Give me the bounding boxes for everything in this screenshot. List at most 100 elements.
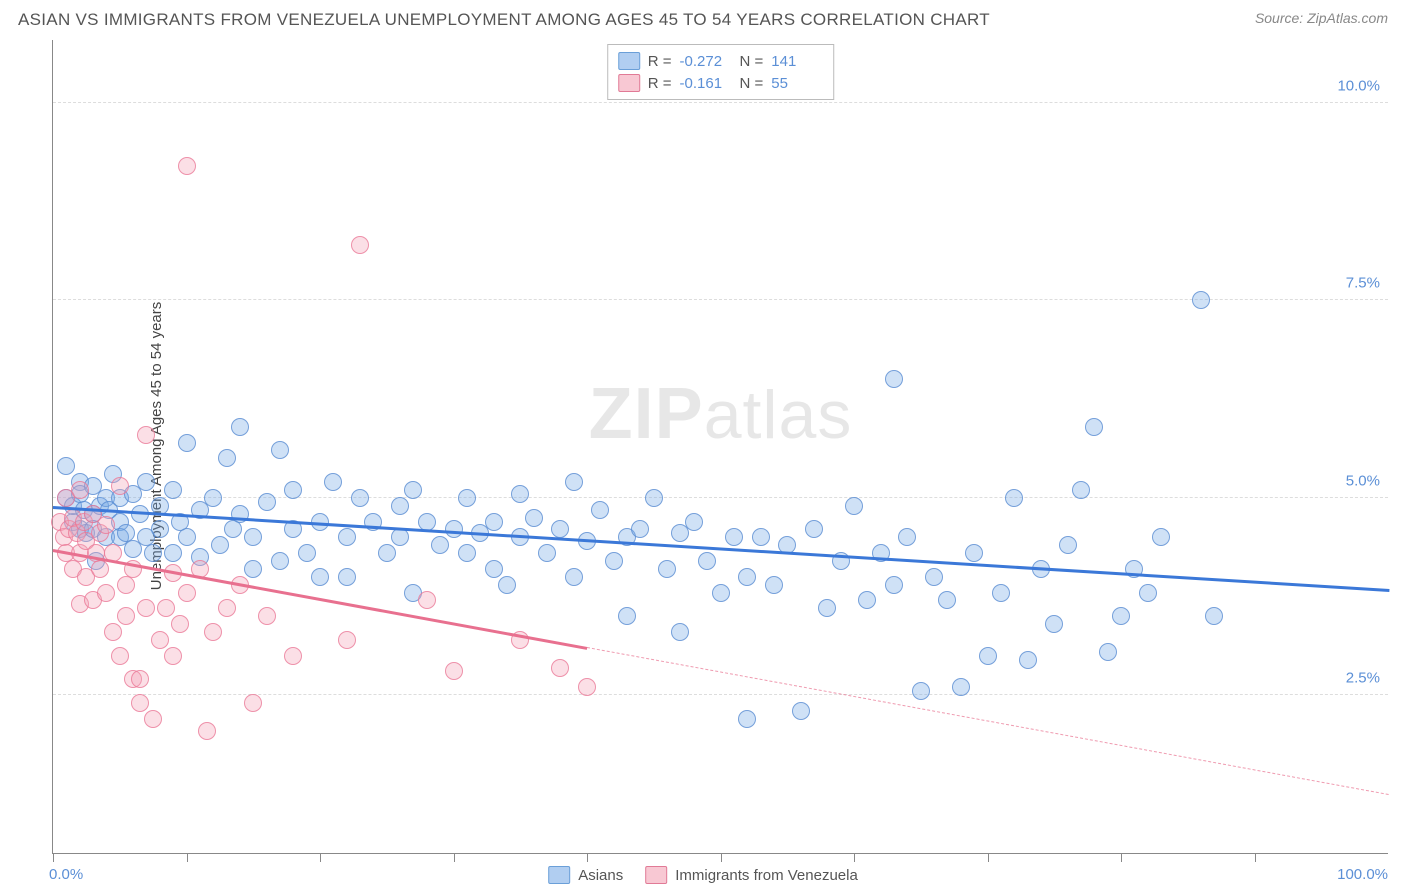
data-point: [164, 481, 182, 499]
data-point: [1152, 528, 1170, 546]
data-point: [658, 560, 676, 578]
data-point: [712, 584, 730, 602]
n-label: N =: [740, 53, 764, 70]
r-label: R =: [648, 75, 672, 92]
data-point: [271, 552, 289, 570]
data-point: [71, 481, 89, 499]
data-point: [1205, 607, 1223, 625]
data-point: [605, 552, 623, 570]
plot-area: ZIPatlas R =-0.272N =141R =-0.161N =55 2…: [53, 40, 1388, 853]
data-point: [404, 481, 422, 499]
data-point: [324, 473, 342, 491]
data-point: [117, 576, 135, 594]
gridline: [53, 497, 1388, 498]
data-point: [258, 607, 276, 625]
correlation-legend: R =-0.272N =141R =-0.161N =55: [607, 44, 835, 100]
n-label: N =: [740, 75, 764, 92]
correlation-legend-row: R =-0.272N =141: [618, 50, 824, 72]
data-point: [131, 670, 149, 688]
data-point: [258, 493, 276, 511]
correlation-legend-row: R = -0.161 N = 55: [618, 72, 824, 94]
data-point: [979, 647, 997, 665]
data-point: [725, 528, 743, 546]
data-point: [351, 236, 369, 254]
data-point: [211, 536, 229, 554]
data-point: [351, 489, 369, 507]
x-tick: [587, 853, 588, 862]
watermark-light: atlas: [704, 377, 853, 453]
data-point: [431, 536, 449, 554]
x-tick: [1121, 853, 1122, 862]
data-point: [685, 513, 703, 531]
data-point: [591, 501, 609, 519]
data-point: [137, 426, 155, 444]
data-point: [111, 647, 129, 665]
data-point: [418, 513, 436, 531]
data-point: [218, 599, 236, 617]
data-point: [151, 631, 169, 649]
data-point: [538, 544, 556, 562]
data-point: [458, 544, 476, 562]
chart-container: ZIPatlas R =-0.272N =141R =-0.161N =55 2…: [52, 40, 1388, 854]
trend-line: [53, 549, 588, 649]
data-point: [1099, 643, 1117, 661]
data-point: [738, 710, 756, 728]
y-tick-label: 7.5%: [1346, 275, 1380, 292]
data-point: [144, 710, 162, 728]
data-point: [157, 599, 175, 617]
data-point: [204, 623, 222, 641]
data-point: [178, 434, 196, 452]
data-point: [338, 631, 356, 649]
data-point: [551, 520, 569, 538]
data-point: [1059, 536, 1077, 554]
gridline: [53, 299, 1388, 300]
x-tick: [988, 853, 989, 862]
legend-swatch: [618, 74, 640, 92]
data-point: [565, 473, 583, 491]
y-tick-label: 10.0%: [1337, 78, 1380, 95]
data-point: [792, 702, 810, 720]
series-legend-label: Asians: [578, 867, 623, 884]
data-point: [445, 662, 463, 680]
data-point: [144, 544, 162, 562]
r-label: R =: [648, 53, 672, 70]
data-point: [885, 576, 903, 594]
data-point: [244, 528, 262, 546]
data-point: [178, 528, 196, 546]
data-point: [91, 560, 109, 578]
data-point: [1112, 607, 1130, 625]
data-point: [885, 370, 903, 388]
data-point: [698, 552, 716, 570]
series-legend-item: Asians: [548, 866, 623, 884]
data-point: [618, 607, 636, 625]
data-point: [171, 615, 189, 633]
data-point: [111, 477, 129, 495]
data-point: [551, 659, 569, 677]
data-point: [1019, 651, 1037, 669]
data-point: [498, 576, 516, 594]
data-point: [925, 568, 943, 586]
trend-line: [587, 647, 1389, 795]
legend-swatch: [548, 866, 570, 884]
data-point: [671, 623, 689, 641]
series-legend: AsiansImmigrants from Venezuela: [548, 866, 858, 884]
data-point: [765, 576, 783, 594]
x-tick: [53, 853, 54, 862]
data-point: [271, 441, 289, 459]
y-tick-label: 2.5%: [1346, 670, 1380, 687]
data-point: [164, 544, 182, 562]
data-point: [378, 544, 396, 562]
data-point: [1139, 584, 1157, 602]
data-point: [284, 647, 302, 665]
data-point: [458, 489, 476, 507]
data-point: [818, 599, 836, 617]
data-point: [418, 591, 436, 609]
data-point: [284, 481, 302, 499]
n-value: 55: [771, 75, 823, 92]
r-value: -0.161: [680, 75, 732, 92]
x-tick: [721, 853, 722, 862]
data-point: [631, 520, 649, 538]
data-point: [151, 520, 169, 538]
data-point: [137, 599, 155, 617]
data-point: [565, 568, 583, 586]
